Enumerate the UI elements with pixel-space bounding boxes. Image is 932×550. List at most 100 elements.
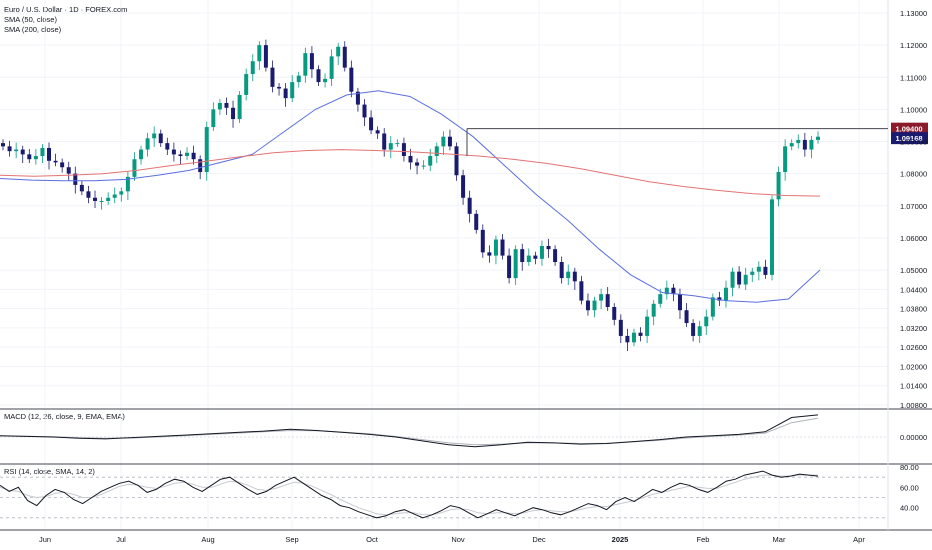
candle-body xyxy=(158,133,163,144)
moving-averages xyxy=(0,90,821,303)
candle-body xyxy=(382,133,387,150)
candle-body xyxy=(349,67,354,92)
candle-body xyxy=(53,160,58,163)
candle-body xyxy=(796,139,801,144)
candle-body xyxy=(263,45,268,68)
candle-body xyxy=(507,255,512,279)
rsi-label: RSI (14, close, SMA, 14, 2) xyxy=(4,467,95,476)
price-tick-label: 1.08000 xyxy=(900,170,927,179)
candle-body xyxy=(323,78,328,83)
time-tick-label: Feb xyxy=(697,535,710,544)
candle-body xyxy=(369,117,374,131)
macd-pane xyxy=(0,414,888,448)
candle-body xyxy=(572,271,577,282)
candle-body xyxy=(336,46,341,57)
candle-body xyxy=(592,300,597,311)
price-tick-label: 1.09000 xyxy=(900,138,927,147)
candle-body xyxy=(132,159,137,177)
candle-body xyxy=(763,266,768,275)
rsi-signal-line xyxy=(0,474,818,516)
candle-body xyxy=(329,56,334,79)
candle-body xyxy=(664,287,669,295)
candle-body xyxy=(296,75,301,83)
candle-body xyxy=(461,175,466,198)
candle-body xyxy=(119,191,124,195)
candle-body xyxy=(645,316,650,336)
candle-body xyxy=(474,213,479,230)
candle-body xyxy=(513,249,518,279)
candle-body xyxy=(224,102,229,108)
candle-body xyxy=(1,143,5,147)
candle-body xyxy=(737,271,742,285)
candle-body xyxy=(60,162,65,168)
candles xyxy=(1,39,820,352)
price-tick-label: 1.02000 xyxy=(900,362,927,371)
candle-body xyxy=(546,245,551,250)
price-tick-label: 1.07000 xyxy=(900,202,927,211)
candle-body xyxy=(270,67,275,87)
candle-body xyxy=(500,239,505,256)
candle-body xyxy=(395,143,400,145)
candle-body xyxy=(756,266,761,272)
candle-body xyxy=(704,316,709,327)
macd-signal-line xyxy=(0,417,819,446)
candle-body xyxy=(631,332,636,343)
macd-tick-label: 0.00000 xyxy=(900,433,927,442)
candle-body xyxy=(257,45,262,62)
candle-body xyxy=(125,176,130,192)
last-price-tag xyxy=(891,132,928,145)
rsi-line xyxy=(0,470,819,519)
candle-body xyxy=(79,184,84,192)
time-tick-label: Nov xyxy=(451,535,465,544)
candle-body xyxy=(375,130,380,134)
candle-body xyxy=(211,109,216,128)
candle-body xyxy=(86,191,91,198)
rsi-tick-label: 80.00 xyxy=(900,463,919,472)
macd-line xyxy=(0,414,819,448)
candle-body xyxy=(178,154,183,156)
candle-body xyxy=(776,172,781,200)
candle-body xyxy=(421,165,426,167)
candle-body xyxy=(618,319,623,336)
candle-body xyxy=(342,46,347,68)
macd-label: MACD (12, 26, close, 9, EMA, EMA) xyxy=(4,412,125,421)
candle-body xyxy=(612,307,617,320)
candle-body xyxy=(730,271,735,288)
panes xyxy=(0,0,932,531)
candle-body xyxy=(480,229,485,253)
candle-body xyxy=(14,149,19,152)
candle-body xyxy=(454,146,459,176)
candle-body xyxy=(204,127,209,173)
candle-body xyxy=(520,249,525,263)
price-tick-label: 1.05000 xyxy=(900,266,927,275)
candle-body xyxy=(244,74,249,95)
price-tick-label: 1.04400 xyxy=(900,285,927,294)
candle-body xyxy=(717,297,722,301)
candle-body xyxy=(47,147,52,161)
candle-body xyxy=(526,255,531,263)
candle-body xyxy=(566,271,571,279)
candle-body xyxy=(789,143,794,147)
resistance-tag-label: 1.09400 xyxy=(895,125,922,134)
rsi-tick-label: 60.00 xyxy=(900,483,919,492)
candle-body xyxy=(20,149,25,155)
candle-body xyxy=(250,61,255,75)
candle-body xyxy=(231,107,236,120)
candle-body xyxy=(447,136,452,147)
price-tick-label: 1.10000 xyxy=(900,105,927,114)
candle-body xyxy=(539,245,544,259)
price-tick-label: 1.02600 xyxy=(900,343,927,352)
candle-body xyxy=(638,332,643,336)
candle-body xyxy=(585,300,590,311)
candle-body xyxy=(309,53,314,70)
candle-body xyxy=(290,82,295,99)
candle-body xyxy=(171,149,176,155)
candle-body xyxy=(605,294,610,307)
price-tick-label: 1.06000 xyxy=(900,234,927,243)
legend-sma50: SMA (50, close) xyxy=(4,15,57,24)
candle-body xyxy=(816,136,820,140)
candle-body xyxy=(553,249,558,263)
candle-body xyxy=(579,281,584,301)
chart-title: Euro / U.S. Dollar · 1D · FOREX.com xyxy=(4,5,128,14)
